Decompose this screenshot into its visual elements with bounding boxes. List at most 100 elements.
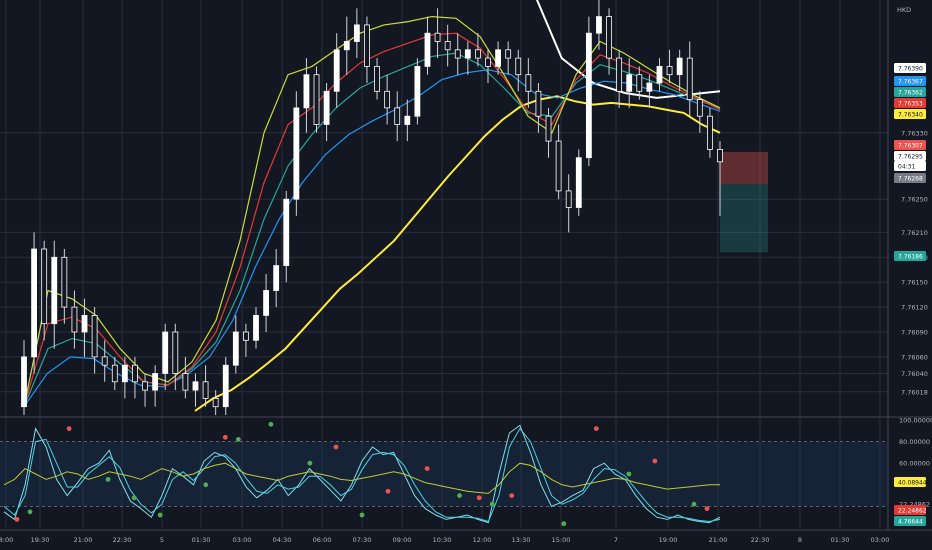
price-tags: 7.76390 7.76367 7.76362 7.76353 7.76340 7.763… [894, 63, 927, 526]
cross-marker [489, 501, 495, 507]
candle [81, 298, 88, 357]
candle [142, 373, 148, 407]
cross-marker [268, 421, 274, 427]
candle [585, 16, 592, 166]
candle [485, 49, 491, 83]
cross-marker [652, 458, 658, 464]
candle [404, 99, 411, 142]
candle [343, 16, 350, 75]
candle [31, 232, 37, 374]
svg-text:4.76644: 4.76644 [898, 518, 923, 525]
candle [565, 174, 572, 233]
candle [656, 58, 663, 92]
price-tick-label: 7.76018 [901, 388, 928, 396]
time-tick-label: 21:00 [74, 536, 93, 544]
price-tag: 7.76390 [894, 63, 926, 73]
cross-marker [14, 517, 20, 522]
cross-marker [203, 482, 209, 488]
time-tick-label: 12:00 [473, 536, 492, 544]
cross-marker [131, 495, 137, 501]
oscillator-tag: 40.08944 [894, 477, 927, 487]
time-tick-label: 03:00 [871, 536, 890, 544]
candle [686, 41, 693, 117]
price-tick-label: 7.76060 [901, 353, 928, 361]
cross-marker [424, 466, 430, 471]
svg-text:7.76307: 7.76307 [898, 142, 923, 149]
candle [273, 249, 280, 308]
candle [535, 83, 542, 133]
price-tag: 7.76295 [894, 151, 926, 161]
cross-marker [333, 444, 339, 450]
candle [51, 240, 58, 349]
cross-marker [105, 477, 111, 482]
cross-marker [27, 509, 33, 515]
cross-marker [509, 493, 515, 498]
candle [394, 91, 401, 142]
candle [182, 356, 189, 399]
price-tag: 7.76268 [894, 173, 926, 183]
candle [71, 290, 78, 349]
candle [374, 58, 380, 100]
cross-marker [626, 471, 632, 477]
cross-marker [359, 512, 365, 518]
time-tick-label: 8:00 [0, 536, 13, 544]
cross-marker [385, 488, 391, 494]
ma-line [23, 32, 721, 407]
price-tag: 7.76367 [894, 76, 926, 86]
candle [172, 323, 179, 391]
candle [414, 58, 421, 125]
time-tick-label: 04:30 [273, 536, 292, 544]
candle [243, 323, 249, 357]
time-tick-label: 01:30 [831, 536, 850, 544]
candle [545, 107, 552, 158]
candle [696, 91, 703, 133]
time-tick-label: 15:00 [552, 536, 571, 544]
oscillator-tag: 22.24862 [894, 505, 927, 515]
position-zones [720, 151, 768, 253]
candle [283, 190, 290, 283]
candle [61, 249, 68, 324]
candle [162, 323, 169, 391]
time-tick-label: 19:30 [31, 536, 50, 544]
cross-marker [704, 506, 710, 511]
candle [212, 390, 219, 415]
oscillator-tick-label: 60.00000 [899, 460, 930, 468]
cross-marker [691, 501, 697, 507]
price-tick-label: 7.76210 [901, 229, 928, 237]
candle [616, 49, 623, 108]
candle [676, 49, 683, 92]
cross-marker [307, 460, 313, 466]
price-tick-label: 7.76330 [901, 129, 928, 137]
grid-lines [0, 0, 932, 531]
candle [293, 91, 300, 216]
candle [333, 33, 340, 108]
svg-text:7.76362: 7.76362 [898, 89, 923, 96]
price-tick-label: 7.76120 [901, 304, 928, 312]
svg-text:04:31: 04:31 [898, 163, 915, 170]
candle [323, 83, 330, 142]
candle [575, 149, 582, 216]
cross-marker [593, 426, 599, 431]
candle [626, 58, 633, 108]
ma-line [23, 52, 721, 407]
candle [717, 141, 723, 216]
candle [232, 315, 239, 374]
cross-marker [476, 495, 482, 501]
price-tick-label: 7.76250 [901, 196, 928, 204]
candle [454, 33, 461, 75]
candle [121, 356, 128, 399]
candle [41, 240, 48, 341]
candle [353, 8, 360, 59]
svg-text:40.08944: 40.08944 [898, 479, 927, 486]
price-tag: 7.76340 [894, 109, 926, 119]
oscillator-line [3, 424, 721, 524]
price-tag: 7.76307 [894, 140, 926, 150]
cross-marker [66, 426, 72, 431]
candle [192, 373, 199, 407]
candle [263, 273, 269, 332]
oscillator-band [0, 441, 888, 507]
candle [132, 356, 138, 399]
cross-marker [457, 493, 462, 498]
time-tick-label: 07:30 [353, 536, 372, 544]
